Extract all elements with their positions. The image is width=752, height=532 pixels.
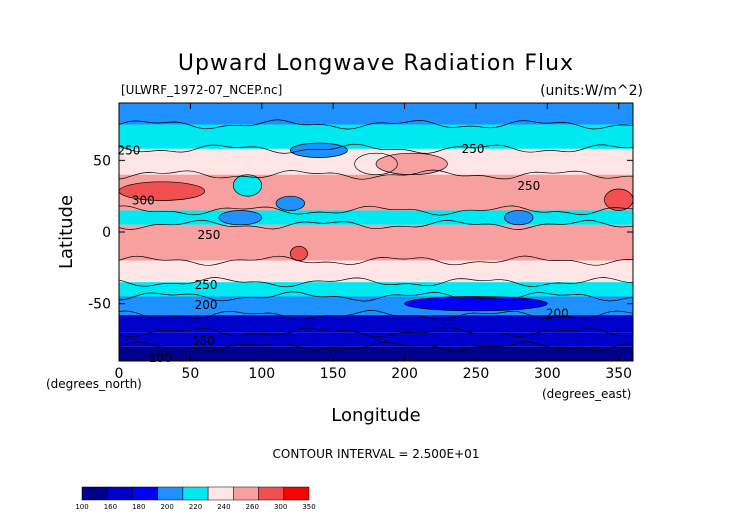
x-axis-ticks: 0 50 100 150 200 250 300 350: [115, 103, 632, 382]
chart-title: Upward Longwave Radiation Flux: [178, 51, 574, 76]
contour-region-outline: [289, 245, 308, 262]
heatmap-region: [218, 210, 262, 225]
contour-region-outline: [289, 142, 348, 158]
y-axis-ticks: -50 0 50: [88, 153, 633, 313]
heatmap-band: [119, 315, 633, 333]
colorbar-tick-label: 260: [246, 503, 259, 511]
heatmap-region: [233, 174, 262, 197]
contour-region-outline: [404, 296, 548, 312]
y-units-label: (degrees_north): [46, 377, 142, 391]
contour-label: 300: [132, 193, 155, 207]
contour-region-outline: [232, 174, 263, 197]
colorbar-tick-label: 300: [274, 503, 287, 511]
contour-line: [119, 255, 633, 266]
colorbar-tick-label: 240: [217, 503, 230, 511]
colorbar-tick-label: 180: [132, 503, 145, 511]
contour-label: 150: [192, 334, 215, 348]
contour-lines: [119, 119, 633, 352]
file-label: [ULWRF_1972-07_NCEP.nc]: [121, 83, 282, 97]
colorbar-swatch: [81, 486, 108, 501]
x-tick-label: 350: [605, 366, 632, 382]
colorbar-swatch: [182, 486, 209, 501]
colorbar-swatch: [233, 486, 259, 501]
colorbar-tick-label: 220: [189, 503, 202, 511]
heatmap-band: [119, 346, 633, 361]
contour-region-outline: [218, 210, 263, 226]
heatmap-region: [504, 210, 534, 225]
x-units-label: (degrees_east): [542, 387, 631, 401]
contour-label: 200: [195, 298, 218, 312]
x-tick-label: 150: [320, 366, 347, 382]
colorbar-swatch: [207, 486, 234, 501]
contour-label: 250: [517, 179, 540, 193]
heatmap-region: [119, 181, 205, 201]
contour-region-outline: [375, 152, 448, 176]
heatmap-region: [604, 189, 633, 211]
x-tick-label: 200: [391, 366, 418, 382]
contour-line: [119, 327, 633, 338]
contour-line: [119, 119, 633, 130]
colorbar-swatch: [283, 486, 310, 501]
heatmap-band: [119, 224, 633, 261]
colorbar-swatch: [106, 486, 133, 501]
heatmap-band: [119, 332, 633, 347]
colorbar-swatch: [132, 486, 158, 501]
heatmap-band: [119, 210, 633, 225]
units-label: (units:W/m^2): [540, 83, 643, 99]
contour-label: 250: [197, 228, 220, 242]
x-tick-label: 100: [248, 366, 275, 382]
heatmap-band: [119, 103, 633, 125]
contour-region-outline: [504, 210, 534, 226]
contour-line: [119, 277, 633, 288]
heatmap-region: [404, 296, 548, 311]
heatmap-field: [119, 103, 633, 361]
heatmap-region: [290, 143, 348, 158]
x-tick-label: 0: [115, 366, 124, 382]
contour-region-outline: [119, 181, 206, 201]
contour-region-outline: [604, 188, 633, 211]
contour-region-outline: [275, 195, 305, 211]
x-tick-label: 50: [181, 366, 199, 382]
heatmap-region: [376, 153, 448, 175]
contour-label: 250: [462, 142, 485, 156]
heatmap-band: [119, 282, 633, 297]
heatmap-band: [119, 174, 633, 211]
colorbar-tick-label: 160: [104, 503, 117, 511]
contour-line: [119, 205, 633, 216]
colorbar-swatch: [157, 486, 184, 501]
y-tick-label: 50: [93, 153, 111, 169]
colorbar-swatch: [258, 486, 285, 501]
y-tick-label: 0: [102, 225, 111, 241]
heatmap-region: [290, 246, 308, 261]
contour-label: 100: [149, 351, 172, 365]
contour-line: [119, 291, 633, 302]
colorbar-tick-label: 200: [160, 503, 173, 511]
y-tick-label: -50: [88, 297, 111, 313]
heatmap-band: [119, 260, 633, 283]
contour-label: 250: [195, 278, 218, 292]
contour-labels: 250 300 250 250 250 250 200 200 150 100: [118, 142, 569, 365]
contour-label: 200: [546, 307, 569, 321]
contour-line: [119, 169, 633, 180]
heatmap-band: [119, 124, 633, 149]
contour-line: [119, 143, 633, 154]
contour-line: [119, 341, 633, 352]
colorbar-tick-label: 100: [75, 503, 88, 511]
y-axis-label: Latitude: [56, 195, 77, 269]
contour-label: 250: [118, 143, 141, 157]
x-axis-label: Longitude: [331, 405, 421, 426]
x-tick-label: 250: [463, 366, 490, 382]
colorbar: 100 160 180 200 220 240 260 300 350: [75, 486, 316, 511]
contour-interval-text: CONTOUR INTERVAL = 2.500E+01: [273, 447, 480, 461]
x-tick-label: 300: [534, 366, 561, 382]
contour-line: [119, 219, 633, 230]
heatmap-region: [276, 196, 305, 211]
colorbar-tick-label: 350: [302, 503, 315, 511]
contour-line: [119, 310, 633, 320]
contour-region-outline: [354, 152, 398, 176]
